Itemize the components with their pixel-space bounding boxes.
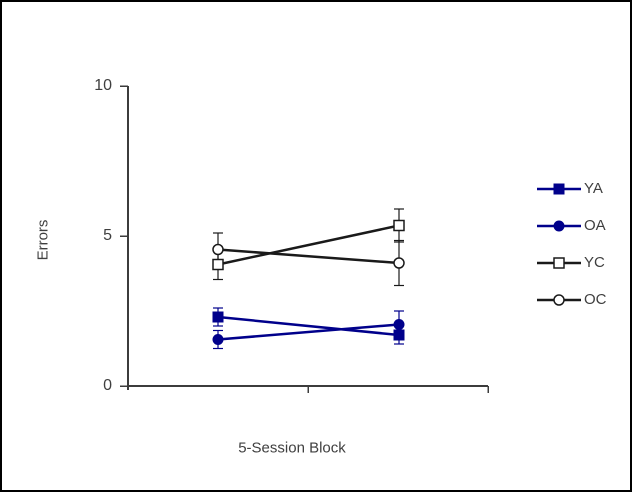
legend-marker-oc-icon <box>537 293 581 306</box>
legend-marker-yc-icon <box>537 256 581 269</box>
legend-entry-ya: YA <box>536 170 607 207</box>
y-tick-label-5: 5 <box>103 227 112 244</box>
legend-label-yc: YC <box>584 254 605 271</box>
legend-entry-yc: YC <box>536 244 607 281</box>
x-axis-title: 5-Session Block <box>238 439 346 457</box>
legend-entry-oc: OC <box>536 281 607 318</box>
legend-marker-oa-icon <box>537 220 581 231</box>
y-axis-title: Errors <box>34 219 52 261</box>
legend-label-oa: OA <box>584 217 606 234</box>
legend: YA OA YC OC <box>536 170 607 318</box>
legend-label-oc: OC <box>584 291 607 308</box>
legend-marker-ya-icon <box>537 183 581 194</box>
legend-label-ya: YA <box>584 180 603 197</box>
y-tick-label-10: 10 <box>94 77 112 94</box>
y-tick-label-0: 0 <box>103 377 112 394</box>
legend-entry-oa: OA <box>536 207 607 244</box>
